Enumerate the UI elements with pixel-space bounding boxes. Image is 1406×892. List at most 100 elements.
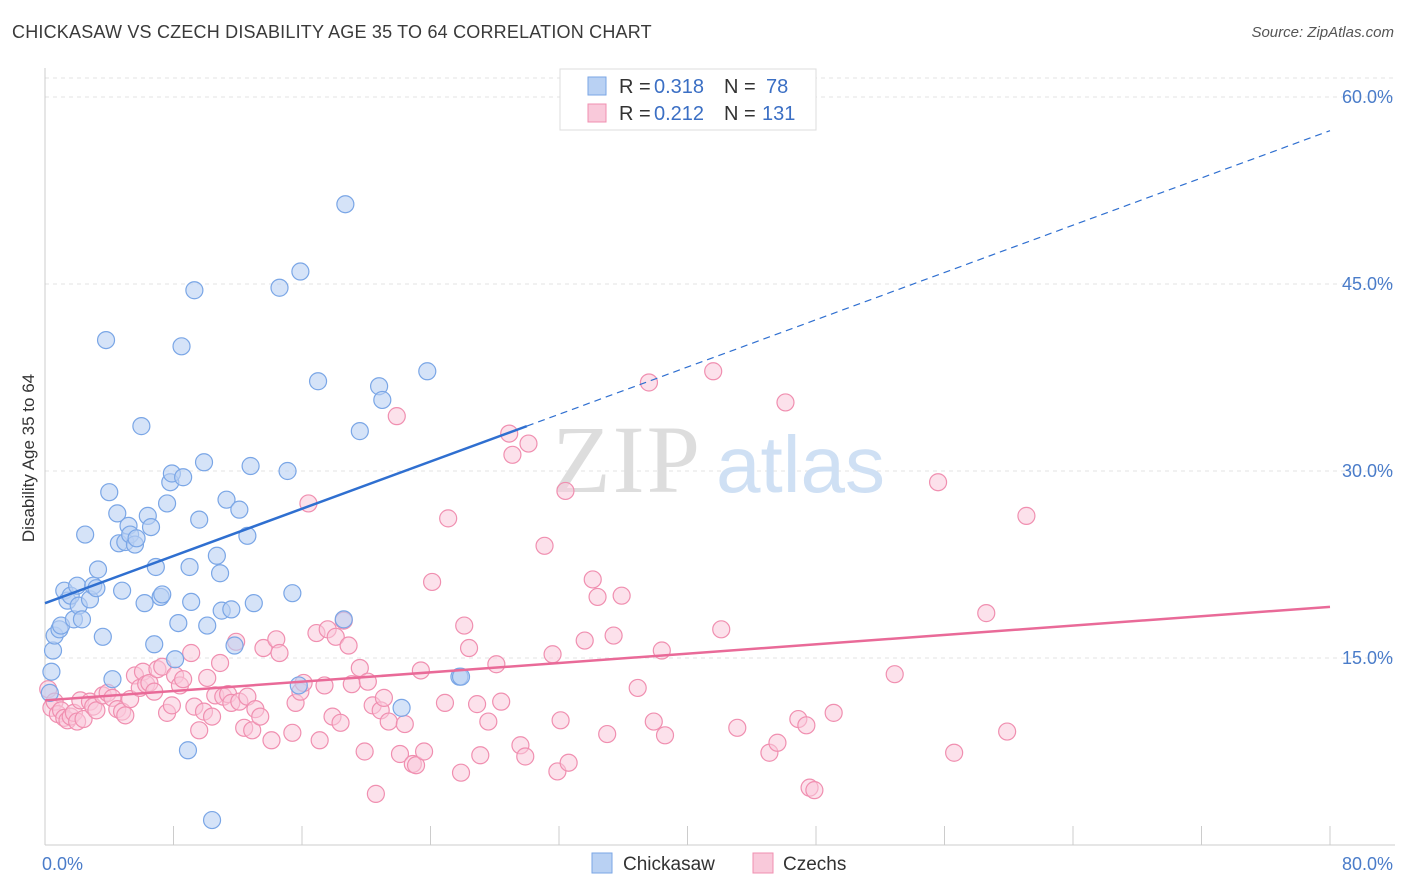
chickasaw-point [190, 510, 209, 529]
czechs-point [374, 688, 394, 707]
series-czechs-points [39, 362, 1036, 803]
czechs-point [439, 509, 458, 528]
czechs-point [395, 714, 414, 734]
chickasaw-point [241, 456, 260, 476]
legend-swatch-chickasaw [587, 76, 607, 96]
chickasaw-point [153, 585, 172, 604]
chickasaw-point [93, 627, 112, 646]
chickasaw-point [198, 616, 217, 635]
czechs-point [583, 570, 602, 589]
chickasaw-point [392, 698, 411, 717]
legend-r-chickasaw: 0.318 [654, 76, 704, 98]
czechs-point [310, 731, 329, 750]
czechs-point [406, 756, 426, 775]
x-tick-label-max: 80.0% [1342, 854, 1393, 874]
chickasaw-point [43, 641, 63, 660]
y-tick-labels: 15.0% 30.0% 45.0% 60.0% [1342, 87, 1393, 668]
czechs-point [519, 434, 538, 453]
czechs-point [928, 473, 948, 492]
y-tick-label: 30.0% [1342, 461, 1393, 481]
chickasaw-point [418, 362, 437, 381]
czechs-point [612, 586, 631, 605]
chickasaw-trend-extension [526, 130, 1331, 427]
chickasaw-point [373, 390, 392, 410]
chickasaw-point [270, 278, 289, 297]
czechs-point [116, 706, 135, 725]
legend-swatch-czechs [587, 103, 607, 123]
chickasaw-trend-line [44, 424, 528, 605]
chickasaw-point [127, 529, 146, 548]
y-tick-label: 15.0% [1342, 648, 1393, 668]
chickasaw-point [132, 417, 151, 436]
chickasaw-point [217, 490, 236, 509]
chart-title: CHICKASAW VS CZECH DISABILITY AGE 35 TO … [12, 22, 652, 42]
czechs-point [885, 665, 904, 684]
y-axis-label: Disability Age 35 to 64 [19, 374, 38, 542]
chickasaw-point [334, 610, 353, 629]
czechs-point [487, 655, 506, 674]
chickasaw-point [222, 600, 241, 619]
chickasaw-point [169, 613, 188, 633]
czechs-trend-line [44, 605, 1331, 702]
legend-r-label-1: R = [619, 76, 651, 98]
chickasaw-point [108, 504, 127, 523]
chickasaw-point [76, 525, 95, 544]
czechs-point [451, 763, 471, 782]
y-tick-label: 60.0% [1342, 87, 1393, 107]
czechs-point [251, 707, 270, 726]
chickasaw-point [72, 610, 92, 629]
czechs-point [459, 638, 479, 658]
chickasaw-point [42, 662, 61, 681]
chickasaw-point [40, 683, 59, 703]
czechs-point [1017, 506, 1036, 525]
czechs-point [776, 393, 795, 412]
czechs-point [262, 731, 281, 750]
chickasaw-point [103, 670, 122, 689]
czechs-point [728, 718, 747, 737]
czechs-point [797, 716, 816, 735]
czechs-point [423, 572, 442, 592]
bottom-legend-swatch-czechs [752, 852, 774, 874]
chickasaw-point [336, 195, 355, 214]
watermark: ZIP atlas [552, 406, 885, 513]
chickasaw-point [289, 676, 308, 695]
chickasaw-point [145, 635, 164, 654]
czechs-point [339, 636, 358, 655]
czechs-point [190, 721, 209, 740]
czechs-point [162, 696, 181, 715]
chickasaw-point [207, 546, 226, 565]
czechs-point [387, 407, 406, 426]
legend-n-label-1: N = [724, 76, 756, 98]
czechs-point [270, 643, 289, 663]
axes [44, 68, 1395, 846]
chickasaw-point [278, 461, 297, 481]
czechs-point [471, 746, 490, 765]
chickasaw-point [350, 422, 369, 441]
chickasaw-point [283, 584, 302, 603]
czechs-point [712, 620, 731, 639]
bottom-legend: Chickasaw Czechs [591, 852, 846, 875]
legend-r-czechs: 0.212 [654, 103, 704, 125]
czechs-point [467, 695, 487, 714]
chickasaw-point [225, 636, 244, 655]
czechs-point [331, 713, 350, 732]
czechs-point [198, 668, 217, 688]
czechs-point [243, 721, 262, 740]
chickasaw-point [185, 281, 204, 300]
czechs-point [210, 653, 230, 673]
czechs-point [704, 362, 723, 381]
czechs-point [604, 626, 623, 645]
czechs-point [805, 781, 824, 800]
czechs-point [379, 712, 398, 731]
czechs-point [516, 747, 535, 766]
chickasaw-point [172, 337, 191, 356]
chickasaw-point [100, 483, 119, 502]
chickasaw-point [157, 494, 177, 513]
czechs-point [283, 723, 302, 742]
czechs-point [182, 643, 201, 663]
czechs-point [551, 711, 570, 730]
watermark-atlas: atlas [716, 420, 885, 509]
czechs-point [639, 373, 659, 392]
czechs-point [366, 784, 385, 803]
